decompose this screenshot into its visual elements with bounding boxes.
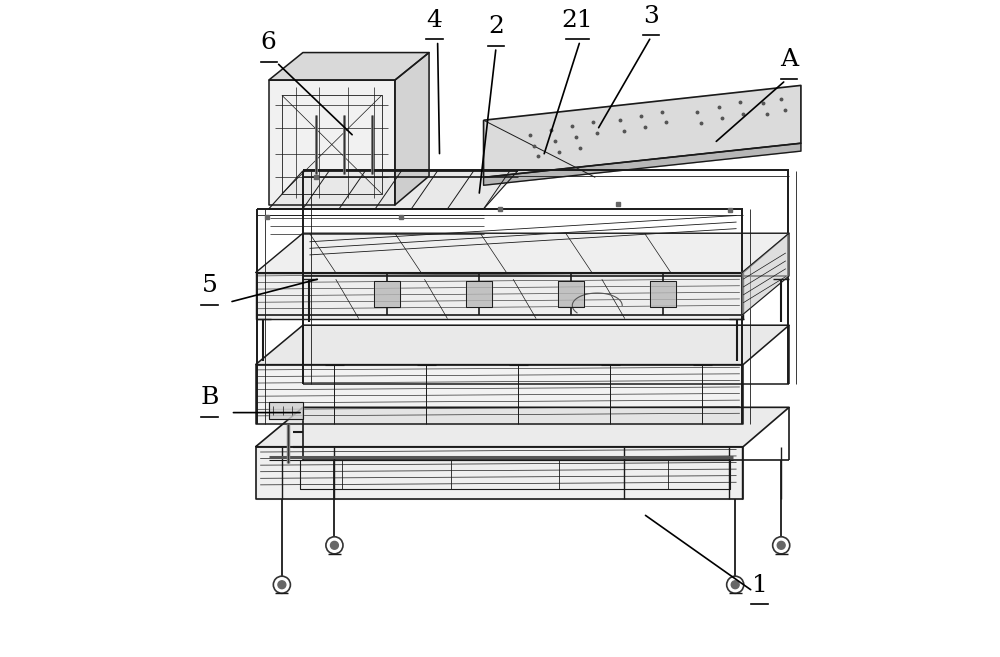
Text: 3: 3 [643,5,659,28]
Circle shape [330,541,338,549]
Polygon shape [484,85,801,177]
Polygon shape [256,233,789,273]
Text: 6: 6 [261,31,277,54]
Circle shape [278,581,286,589]
Polygon shape [269,53,429,80]
Polygon shape [256,407,789,447]
Polygon shape [256,273,743,319]
Polygon shape [269,80,395,205]
Text: 2: 2 [488,15,504,38]
Text: B: B [200,386,219,409]
Polygon shape [256,447,743,499]
Polygon shape [269,402,303,419]
Polygon shape [650,281,676,307]
Polygon shape [558,281,584,307]
Circle shape [777,541,785,549]
Polygon shape [395,53,429,205]
Text: A: A [780,48,798,71]
Text: 21: 21 [562,9,593,32]
Polygon shape [742,233,789,315]
Polygon shape [466,281,492,307]
Text: 1: 1 [752,574,767,597]
Polygon shape [256,325,789,365]
Polygon shape [484,143,801,185]
Text: 5: 5 [202,274,218,297]
Circle shape [731,581,739,589]
Polygon shape [269,171,518,209]
Polygon shape [256,365,743,424]
Polygon shape [374,281,400,307]
Text: 4: 4 [426,9,442,32]
